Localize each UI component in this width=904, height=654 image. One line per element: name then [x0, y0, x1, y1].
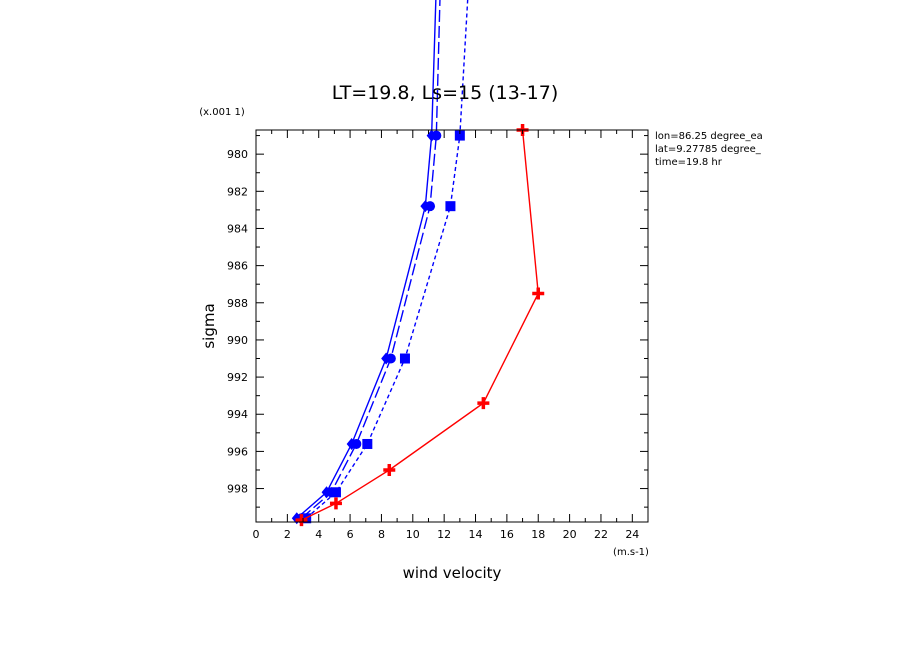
data-point	[532, 287, 545, 300]
plot-frame	[255, 129, 649, 523]
data-point	[351, 438, 362, 449]
x-tick-label: 22	[594, 528, 608, 541]
y-unit-label: (x.001 1)	[199, 107, 245, 118]
y-tick-label: 998	[227, 483, 248, 496]
y-axis-label: sigma	[200, 303, 218, 348]
chart-title: LT=19.8, Ls=15 (13-17)	[332, 82, 559, 104]
y-tick-label: 984	[227, 222, 248, 235]
data-point	[425, 201, 436, 212]
y-tick-label: 982	[227, 185, 248, 198]
series-2	[301, 0, 469, 524]
x-tick-label: 20	[563, 528, 577, 541]
x-tick-label: 0	[253, 528, 260, 541]
y-tick-label: 980	[227, 148, 248, 161]
data-point	[445, 201, 456, 212]
info-lon: lon=86.25 degree_ea	[655, 131, 763, 142]
data-point	[454, 130, 465, 141]
data-point	[329, 497, 342, 510]
x-tick-label: 8	[378, 528, 385, 541]
y-tick-label: 994	[227, 408, 248, 421]
data-point	[477, 397, 490, 410]
series-line	[301, 0, 441, 519]
x-tick-label: 10	[406, 528, 420, 541]
series-line	[305, 0, 469, 519]
x-tick-label: 16	[500, 528, 514, 541]
series-line	[301, 129, 539, 521]
x-tick-label: 2	[284, 528, 291, 541]
ticks-layer: 0 2 4 6 8 10 12 14 16 18 20 22 249809829849869889909…	[227, 130, 648, 541]
data-point	[399, 353, 410, 364]
y-tick-label: 990	[227, 334, 248, 347]
y-tick-label: 988	[227, 297, 248, 310]
data-point	[385, 353, 396, 364]
x-tick-label: 18	[531, 528, 545, 541]
y-tick-label: 986	[227, 260, 248, 273]
data-point	[295, 514, 308, 527]
x-unit-label: (m.s-1)	[613, 547, 649, 558]
y-tick-label: 992	[227, 371, 248, 384]
x-tick-label: 14	[469, 528, 483, 541]
data-point	[362, 438, 373, 449]
y-tick-label: 996	[227, 445, 248, 458]
x-tick-label: 6	[347, 528, 354, 541]
x-axis-label: wind velocity	[403, 564, 502, 582]
x-tick-label: 24	[625, 528, 639, 541]
series-3	[295, 124, 545, 527]
x-tick-label: 12	[437, 528, 451, 541]
series-layer	[291, 0, 545, 527]
info-lat: lat=9.27785 degree_	[655, 144, 762, 155]
data-point	[431, 130, 442, 141]
data-point	[330, 487, 341, 498]
info-time: time=19.8 hr	[655, 157, 723, 168]
x-tick-label: 4	[315, 528, 322, 541]
data-point	[383, 463, 396, 476]
